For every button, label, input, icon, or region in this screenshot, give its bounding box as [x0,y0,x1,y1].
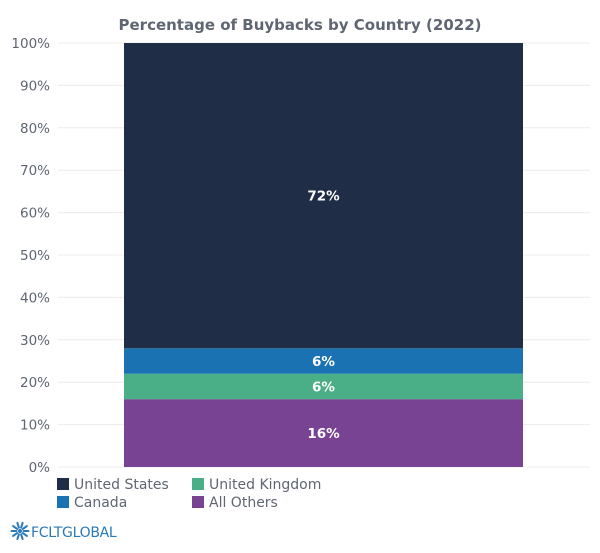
y-axis-ticks: 0% 10% 20% 30% 40% 50% 60% 70% 80% 90% 100% [11,36,50,476]
legend-label-canada: Canada [74,495,127,511]
data-label-all-others: 16% [307,426,340,442]
chart-title: Percentage of Buybacks by Country (2022) [119,16,482,34]
legend-label-united-states: United States [74,477,169,493]
y-tick-label: 30% [20,333,50,349]
bar-stack [124,43,523,467]
y-tick-label: 70% [20,163,50,179]
sunburst-logo-icon [10,521,30,541]
bar-segment-canada [124,348,523,374]
legend-label-all-others: All Others [209,495,278,511]
y-tick-label: 0% [29,460,51,476]
fcltglobal-logo: FCLTGLOBAL [10,521,117,541]
data-label-united-kingdom: 6% [312,379,335,395]
y-tick-label: 50% [20,248,50,264]
y-tick-label: 10% [20,418,50,434]
logo-text: FCLTGLOBAL [31,525,117,541]
legend-swatch-united-kingdom [192,478,204,490]
data-labels: 16% 6% 6% 72% [307,189,340,442]
legend-label-united-kingdom: United Kingdom [209,477,321,493]
data-label-united-states: 72% [307,189,340,205]
y-tick-label: 20% [20,375,50,391]
bar-segment-united-kingdom [124,373,523,400]
legend-swatch-canada [57,496,69,508]
bar-segment-united-states [124,43,523,349]
legend: United States United Kingdom Canada All Oth… [57,477,321,511]
legend-swatch-all-others [192,496,204,508]
data-label-canada: 6% [312,354,335,370]
y-tick-label: 90% [20,78,50,94]
y-tick-label: 60% [20,206,50,222]
bar-segment-all-others [124,399,523,467]
y-tick-label: 80% [20,121,50,137]
y-tick-label: 40% [20,290,50,306]
legend-swatch-united-states [57,478,69,490]
y-tick-label: 100% [11,36,50,52]
